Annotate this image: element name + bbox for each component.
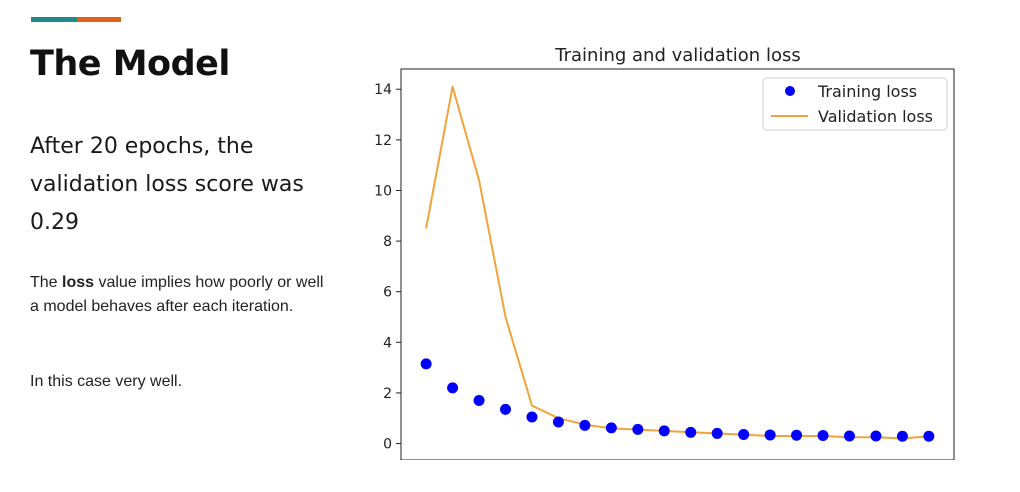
title-accent-bar <box>31 17 121 22</box>
y-tick-label: 10 <box>374 183 392 199</box>
training-loss-point <box>447 382 459 394</box>
y-tick-label: 8 <box>383 234 392 250</box>
legend-training-marker <box>785 86 795 96</box>
description-text: The loss value implies how poorly or wel… <box>30 271 330 319</box>
loss-chart: Training and validation loss 0 2 4 6 8 10 12 14… <box>374 45 955 460</box>
training-loss-point <box>579 419 591 431</box>
y-tick-label: 12 <box>374 133 392 149</box>
training-loss-point <box>843 430 855 442</box>
y-tick-label: 2 <box>383 386 392 402</box>
training-loss-point <box>473 395 485 407</box>
training-loss-point <box>605 422 617 434</box>
training-loss-point <box>896 430 908 442</box>
training-loss-point <box>500 403 512 415</box>
training-loss-point <box>526 411 538 423</box>
training-loss-point <box>817 429 829 441</box>
slide-title: The Model <box>30 44 230 84</box>
training-loss-point <box>870 430 882 442</box>
legend: Training loss Validation loss <box>762 77 948 131</box>
description-prefix: The <box>30 274 63 291</box>
y-tick-label: 14 <box>374 82 392 98</box>
plot-frame <box>400 68 955 460</box>
legend-validation-label: Validation loss <box>818 107 933 126</box>
training-loss-point <box>738 428 750 440</box>
training-loss-point <box>764 429 776 441</box>
training-loss-point <box>711 427 723 439</box>
legend-box <box>762 77 948 131</box>
description-keyword: loss <box>62 274 95 291</box>
validation-loss-line <box>425 85 929 440</box>
plot-area: 024681012142.55.07.510.012.515.017.520.0 <box>374 82 935 453</box>
training-loss-point <box>791 429 803 441</box>
y-tick-label: 0 <box>383 437 392 453</box>
training-loss-point <box>658 425 670 437</box>
chart-title: Training and validation loss <box>554 45 800 66</box>
lead-text: After 20 epochs, the validation loss sco… <box>30 134 304 235</box>
accent-bar-orange <box>77 17 121 22</box>
accent-bar-teal <box>31 17 77 22</box>
training-loss-point <box>420 358 432 370</box>
training-loss-point <box>632 423 644 435</box>
note-text: In this case very well. <box>30 373 183 390</box>
y-tick-label: 4 <box>383 335 392 351</box>
y-tick-label: 6 <box>383 285 392 301</box>
legend-training-label: Training loss <box>817 82 917 101</box>
training-loss-point <box>685 426 697 438</box>
training-loss-point <box>923 430 935 442</box>
training-loss-point <box>552 416 564 428</box>
description-suffix: value implies how poorly or well a model… <box>30 274 324 315</box>
